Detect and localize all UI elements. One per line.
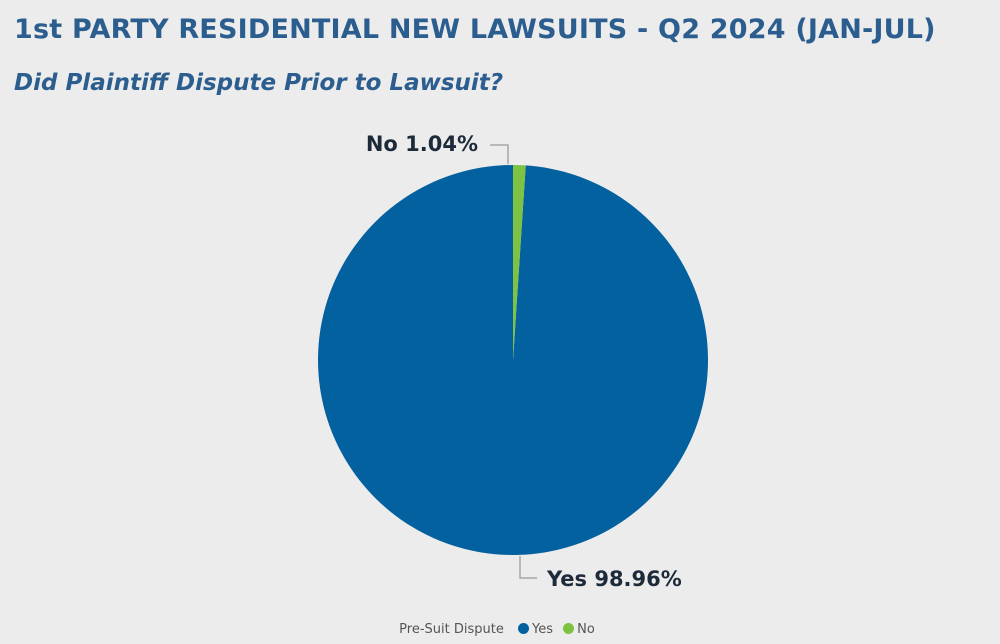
leader-line-yes xyxy=(519,556,537,579)
legend-label-no: No xyxy=(577,622,595,637)
legend-marker-no xyxy=(563,623,575,634)
data-label-no: No 1.04% xyxy=(366,132,478,156)
pie-slice-yes[interactable] xyxy=(318,165,709,556)
legend-label-yes: Yes xyxy=(532,622,553,637)
chart-legend: Pre-Suit Dispute Yes No xyxy=(0,622,1000,637)
leader-line-no xyxy=(490,144,509,164)
legend-item-yes[interactable]: Yes xyxy=(518,622,557,637)
pie-slice-no[interactable] xyxy=(513,165,526,360)
legend-item-no[interactable]: No xyxy=(563,622,595,637)
legend-title: Pre-Suit Dispute xyxy=(399,622,504,637)
data-label-yes: Yes 98.96% xyxy=(546,567,682,591)
chart-subtitle: Did Plaintiff Dispute Prior to Lawsuit? xyxy=(14,70,504,96)
legend-marker-yes xyxy=(518,623,529,634)
chart-title: 1st PARTY RESIDENTIAL NEW LAWSUITS - Q2 … xyxy=(14,14,936,45)
